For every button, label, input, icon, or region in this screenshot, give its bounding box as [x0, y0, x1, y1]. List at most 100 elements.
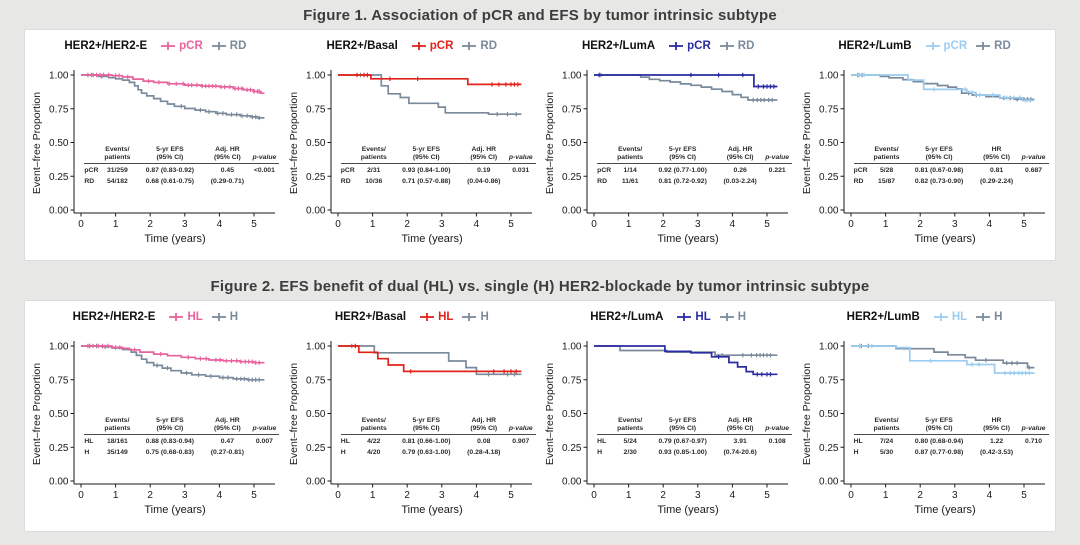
x-tick-label: 1	[113, 219, 119, 230]
stats-row-label: H	[340, 449, 346, 456]
stats-table: Events/ patients 5-yr EFS (95% CI) Adj. HR…	[340, 417, 536, 457]
panel-header: HER2+/LumB HL H	[799, 305, 1051, 326]
x-tick-label: 5	[252, 219, 258, 230]
panel-subtype-title: HER2+/LumA	[581, 40, 656, 52]
stats-cell: 0.45	[220, 167, 234, 174]
stats-row-label: HL	[84, 438, 94, 445]
stats-cell: 2/30	[623, 449, 637, 456]
stats-header-cell: p-value	[1021, 154, 1046, 161]
stats-cell: (0.03-2.24)	[723, 178, 757, 185]
x-tick-label: 4	[730, 490, 736, 501]
y-tick-label: 0.25	[819, 443, 839, 454]
stats-header-cell: 5-yr EFS (95% CI)	[156, 146, 184, 161]
panel-header: HER2+/LumA pCR RD	[542, 34, 794, 55]
stats-cell: 5/30	[879, 449, 894, 456]
km-chart-fig2-her2e: 1.00 0.75 0.50 0.25 0.00 0 1 2 3 4 5 Event–free Pro…	[31, 341, 276, 516]
stats-header-cell: Adj. HR (95% CI)	[470, 146, 498, 161]
stats-cell: 0.08	[477, 438, 491, 445]
stats-header-row: Events/ patients 5-yr EFS (95% CI) Adj. HR…	[597, 417, 793, 435]
stats-header-row: Events/ patients 5-yr EFS (95% CI) HR (95%…	[853, 146, 1049, 164]
stats-row-label: pCR	[597, 167, 612, 174]
stats-cell: 0.87 (0.83-0.92)	[145, 167, 195, 174]
figure-2-section: Figure 2. EFS benefit of dual (HL) vs. s…	[0, 271, 1080, 532]
stats-cell: 0.81 (0.66-1.00)	[402, 438, 451, 445]
stats-cell: 0.710	[1025, 438, 1043, 445]
stats-cell: 3.91	[733, 438, 747, 445]
x-tick-label: 0	[79, 490, 85, 501]
km-curve-pcr	[594, 74, 778, 88]
stats-header-cell: Events/ patients	[873, 417, 900, 432]
stats-row: RD 10/36 0.71 (0.57-0.88) (0.04-0.86)	[341, 178, 536, 186]
stats-row-label: pCR	[853, 167, 868, 174]
stats-cell: 35/149	[106, 449, 128, 456]
legend-plus-line-icon	[420, 313, 435, 321]
km-curve-hl	[594, 345, 778, 376]
x-tick-label: 3	[439, 219, 445, 230]
legend-entry-rd: RD	[461, 40, 497, 52]
y-tick-label: 0.00	[819, 206, 839, 217]
stats-header-cell: HR (95% CI)	[983, 146, 1010, 161]
legend-label: RD	[994, 40, 1011, 52]
y-axis-title: Event–free Proportion	[288, 92, 300, 194]
censor-marks-h	[87, 343, 262, 382]
x-tick-label: 0	[591, 219, 597, 230]
y-tick-label: 1.00	[562, 342, 582, 353]
km-figures-page: Figure 1. Association of pCR and EFS by …	[0, 7, 1080, 532]
stats-cell: 18/161	[106, 438, 128, 445]
stats-row: HL 5/24 0.79 (0.67-0.97) 3.91 0.108	[597, 438, 792, 446]
stats-cell: 4/22	[367, 438, 381, 445]
censor-marks-pcr	[856, 72, 1032, 103]
legend-entry-h: H	[461, 311, 489, 323]
x-tick-label: 5	[1021, 490, 1027, 501]
stats-cell: 10/36	[365, 178, 383, 185]
y-tick-label: 0.75	[49, 104, 69, 115]
stats-cell: <0.001	[253, 167, 275, 174]
stats-cell: 0.93 (0.85-1.00)	[658, 449, 707, 456]
legend-entry-hl: HL	[676, 311, 711, 323]
stats-cell: 0.88 (0.83-0.94)	[145, 438, 195, 445]
km-chart-fig1-basal: 1.00 0.75 0.50 0.25 0.00 0 1 2 3 4 5 Event–free Pro…	[288, 70, 532, 245]
legend-label: HL	[951, 311, 968, 323]
stats-cell: 0.92 (0.77-1.00)	[658, 167, 707, 174]
km-panel-fig2-basal: HER2+/Basal HL H 1.00 0.75 0.50 0.25 0.00 0 1 2 3 4 5…	[286, 305, 538, 525]
stats-header-cell: Events/ patients	[360, 417, 387, 432]
legend-plus-line-icon	[462, 313, 477, 321]
stats-table: Events/ patients 5-yr EFS (95% CI) Adj. HR…	[597, 417, 793, 457]
y-axis-title: Event–free Proportion	[801, 363, 813, 465]
stats-row: RD 11/61 0.81 (0.72-0.92) (0.03-2.24)	[597, 178, 792, 186]
x-tick-label: 4	[986, 490, 992, 501]
stats-header-cell: p-value	[252, 154, 277, 161]
stats-cell: (0.29-0.71)	[210, 178, 245, 185]
y-tick-label: 0.00	[819, 477, 839, 488]
stats-header-cell: Events/ patients	[360, 146, 387, 161]
x-tick-label: 4	[473, 490, 479, 501]
stats-header-cell: 5-yr EFS (95% CI)	[156, 417, 184, 432]
panel-subtype-title: HER2+/LumB	[846, 311, 920, 323]
panel-header: HER2+/Basal HL H	[286, 305, 538, 326]
figure-2-panel-box: HER2+/HER2-E HL H 1.00 0.75 0.50 0.25 0.00 0 1 2 3 4…	[24, 300, 1056, 532]
y-tick-label: 0.50	[562, 138, 582, 149]
y-tick-label: 0.50	[819, 409, 839, 420]
x-tick-label: 0	[79, 219, 85, 230]
legend-entry-rd: RD	[719, 40, 754, 52]
x-tick-label: 0	[591, 490, 597, 501]
km-panel-fig2-her2e: HER2+/HER2-E HL H 1.00 0.75 0.50 0.25 0.00 0 1 2 3 4…	[29, 305, 281, 525]
x-tick-label: 5	[1021, 219, 1027, 230]
stats-cell: 0.75 (0.68-0.83)	[145, 449, 195, 456]
censor-marks-pcr	[89, 72, 262, 94]
stats-header-cell: Events/ patients	[873, 146, 900, 161]
stats-table: Events/ patients 5-yr EFS (95% CI) Adj. HR…	[597, 146, 793, 186]
stats-header-cell: 5-yr EFS (95% CI)	[925, 417, 953, 432]
stats-header-row: Events/ patients 5-yr EFS (95% CI) Adj. HR…	[340, 417, 536, 435]
legend-entry-pcr: pCR	[668, 40, 711, 52]
legend-entry-hl: HL	[933, 311, 967, 323]
y-tick-label: 0.00	[562, 206, 582, 217]
stats-cell: 0.907	[512, 438, 530, 445]
y-axis-title: Event–free Proportion	[801, 92, 813, 194]
stats-row: H 5/30 0.87 (0.77-0.98) (0.42-3.53)	[854, 449, 1049, 457]
x-tick-label: 0	[335, 219, 341, 230]
panel-header: HER2+/HER2-E pCR RD	[29, 34, 281, 55]
stats-cell: 0.687	[1025, 167, 1043, 174]
stats-header-cell: 5-yr EFS (95% CI)	[925, 146, 953, 161]
stats-row-label: pCR	[84, 167, 99, 174]
